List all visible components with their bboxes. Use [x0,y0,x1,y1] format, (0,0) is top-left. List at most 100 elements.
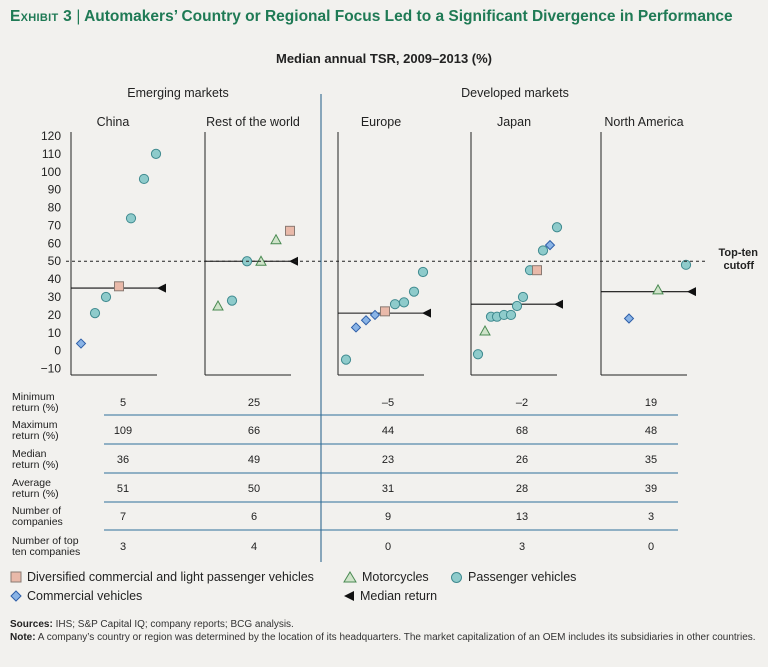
commercial-vehicle-point [360,315,372,326]
diversified-vehicle-point [532,265,542,276]
motorcycle-point [270,233,282,245]
table-cell: 39 [645,483,657,495]
passenger-vehicle-point [125,213,137,224]
table-row-label: Average [12,477,51,489]
table-cell: 3 [648,511,654,523]
passenger-vehicle-point [340,354,352,365]
commercial-vehicle-point [75,338,87,349]
table-cell: 23 [382,454,394,466]
table-cell: 6 [251,511,257,523]
table-cell: 19 [645,397,657,409]
y-tick-label: −10 [41,362,62,376]
table-cell: 31 [382,483,394,495]
table-cell: 7 [120,511,126,523]
diversified-vehicle-point [380,306,390,317]
y-tick-label: 70 [48,218,62,232]
panel-label-europe: Europe [361,115,401,129]
commercial-vehicle-point [623,313,635,324]
panel-label-north-america: North America [604,115,683,129]
table-row-label: Number of top [12,535,79,547]
y-tick-label: 120 [41,129,61,143]
table-cell: 48 [645,425,657,437]
exhibit-number: Exhibit 3 [10,8,73,25]
table-cell: 109 [114,425,132,437]
table-cell: 51 [117,483,129,495]
title-text: Automakers’ Country or Regional Focus Le… [84,8,733,25]
table-cell: 49 [248,454,260,466]
diversified-square-icon [10,571,22,583]
legend-label-motorcycles: Motorcycles [362,570,429,584]
median-triangle-icon [344,591,354,601]
y-tick-label: 50 [48,254,62,268]
median-marker [289,256,298,266]
table-cell: 44 [382,425,394,437]
y-tick-label: 20 [48,308,62,322]
y-tick-label: 60 [48,236,62,250]
y-tick-label: 90 [48,183,62,197]
table-cell: 3 [120,541,126,553]
cutoff-label-line2: cutoff [723,260,754,272]
table-row-label: return (%) [12,430,59,442]
table-cell: 3 [519,541,525,553]
commercial-vehicle-point [544,239,556,251]
panel-label-rest-of-the-world: Rest of the world [206,115,300,129]
passenger-vehicle-point [517,291,529,303]
table-cell: 5 [120,397,126,409]
table-cell: 50 [248,483,260,495]
legend-label-passenger: Passenger vehicles [468,570,577,584]
legend-item-commercial: Commercial vehicles [10,589,142,603]
group-label-developed: Developed markets [461,86,569,100]
commercial-vehicle-point [350,322,362,333]
legend-label-median: Median return [360,589,438,603]
table-cell: 66 [248,425,260,437]
table-cell: 13 [516,511,528,523]
chart-subtitle: Median annual TSR, 2009–2013 (%) [275,51,493,66]
passenger-circle-icon [451,571,462,583]
passenger-vehicle-point [89,308,101,319]
table-cell: 25 [248,397,260,409]
diversified-vehicle-point [114,281,124,292]
commercial-vehicle-point [369,309,381,321]
passenger-vehicle-point [472,349,484,360]
median-marker [687,287,696,297]
passenger-vehicle-point [100,291,112,303]
motorcycle-point [652,283,664,295]
table-cell: 9 [385,511,391,523]
panel-label-japan: Japan [497,115,531,129]
y-tick-label: 110 [42,147,61,161]
table-cell: –2 [516,397,528,409]
passenger-vehicle-point [150,148,162,159]
passenger-vehicle-point [138,173,150,185]
commercial-diamond-icon [10,590,22,602]
legend-item-motorcycles: Motorcycles [343,570,429,584]
passenger-vehicle-point [680,259,692,270]
table-row-label: ten companies [12,546,80,558]
motorcycle-point [212,299,224,311]
passenger-vehicle-point [408,286,420,297]
diversified-vehicle-point [285,225,295,236]
y-tick-label: 100 [41,165,61,179]
table-cell: 0 [648,541,654,553]
y-tick-label: 80 [48,201,62,215]
passenger-vehicle-point [226,295,238,306]
table-cell: 68 [516,425,528,437]
table-cell: 26 [516,454,528,466]
table-cell: 0 [385,541,391,553]
table-row-label: return (%) [12,488,59,500]
passenger-vehicle-point [511,300,523,312]
y-tick-label: 30 [48,290,62,304]
table-cell: 35 [645,454,657,466]
table-cell: –5 [382,397,394,409]
table-row-label: Median [12,448,47,460]
table-row-label: Number of [12,505,61,517]
sources-line: Sources: IHS; S&P Capital IQ; company re… [10,619,294,630]
table-cell: 28 [516,483,528,495]
table-row-label: return (%) [12,459,59,471]
table-row-label: Minimum [12,391,55,403]
passenger-vehicle-point [551,222,563,233]
table-row-label: return (%) [12,402,59,414]
table-row-label: Maximum [12,419,58,431]
y-tick-label: 10 [48,326,62,340]
table-cell: 4 [251,541,257,553]
passenger-vehicle-point [389,299,401,310]
